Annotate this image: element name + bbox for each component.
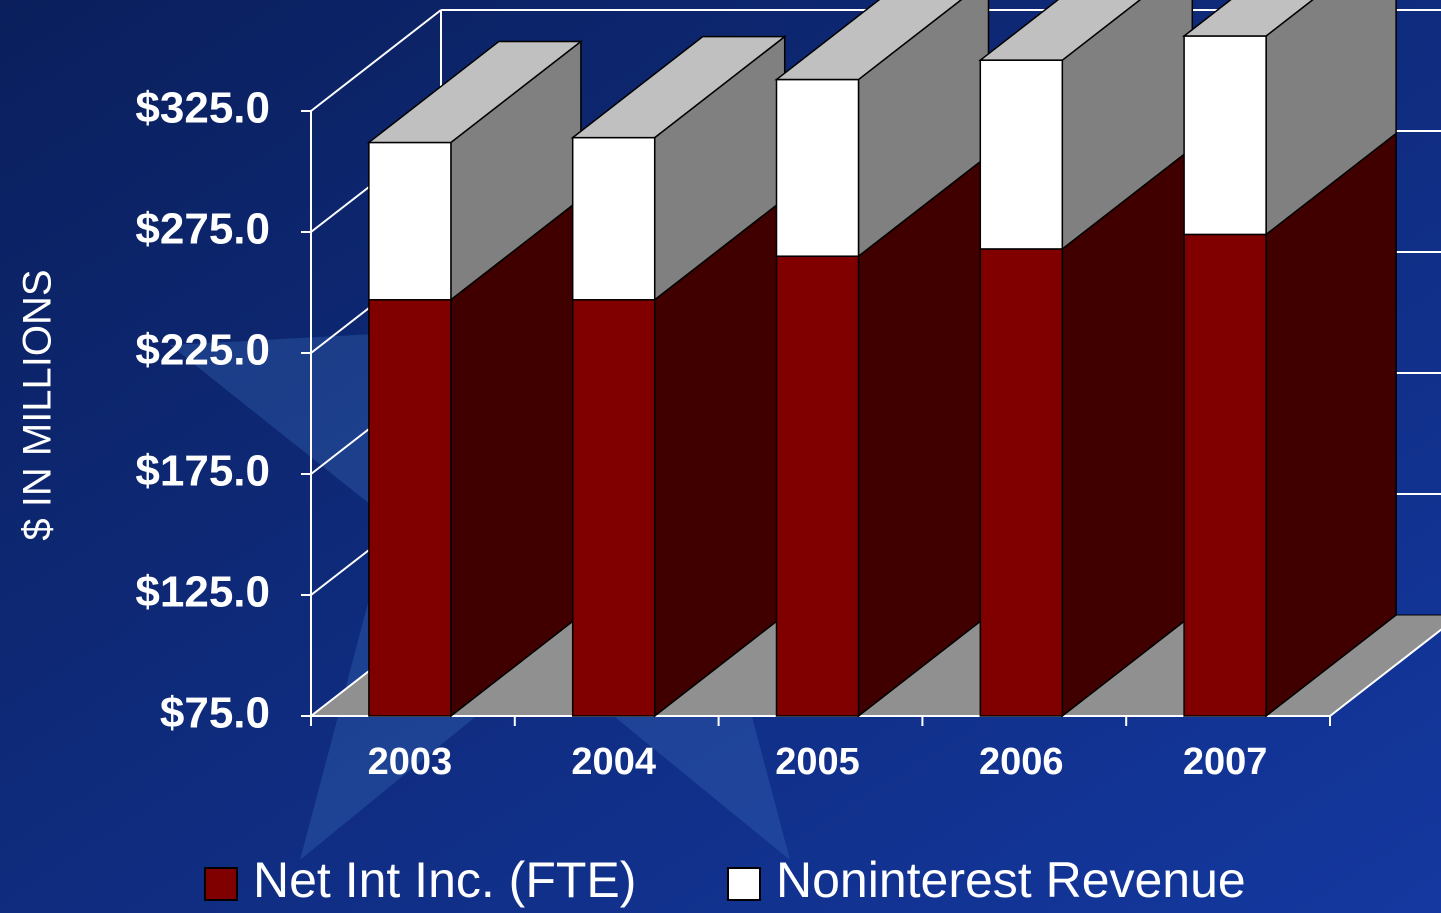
x-tick-label: 2007	[1183, 741, 1268, 783]
y-tick-label: $325.0	[135, 84, 270, 133]
legend-swatch	[727, 867, 761, 901]
y-axis-label: $ IN MILLIONS	[16, 269, 60, 540]
bar	[571, 136, 656, 301]
bar-top	[366, 40, 584, 144]
legend: Net Int Inc. (FTE) Noninterest Revenue	[204, 852, 1246, 908]
grid-diagonal	[310, 9, 442, 112]
bar	[979, 59, 1064, 250]
bar-top	[570, 35, 787, 139]
plot: $75.0 $125.0 $175.0 $225.0 $275.0 $325.0 2003 2…	[135, 0, 1441, 783]
x-tick-label: 2006	[979, 741, 1064, 783]
bar	[979, 248, 1064, 717]
y-tick-label: $125.0	[135, 568, 270, 617]
x-tick-label: 2003	[368, 741, 453, 783]
x-tick-label: 2005	[775, 741, 860, 783]
bar	[1183, 35, 1267, 236]
legend-swatch	[204, 867, 238, 901]
bar	[775, 255, 860, 717]
bar-side	[1265, 131, 1397, 718]
bar	[1183, 233, 1267, 717]
legend-label: Noninterest Revenue	[776, 852, 1246, 908]
bar-top	[1181, 0, 1314, 37]
x-tick-label: 2004	[571, 741, 656, 783]
bar	[368, 141, 452, 301]
bar	[775, 78, 860, 257]
bar-top	[978, 0, 1141, 61]
y-tick-label: $275.0	[135, 205, 270, 254]
legend-label: Net Int Inc. (FTE)	[253, 852, 636, 908]
floor-edge	[1329, 628, 1441, 717]
bar	[368, 299, 452, 717]
y-tick-label: $75.0	[160, 689, 270, 738]
y-tick-label: $175.0	[135, 447, 270, 496]
bar	[571, 299, 656, 717]
bar-top	[774, 0, 963, 81]
y-tick-label: $225.0	[135, 326, 270, 375]
